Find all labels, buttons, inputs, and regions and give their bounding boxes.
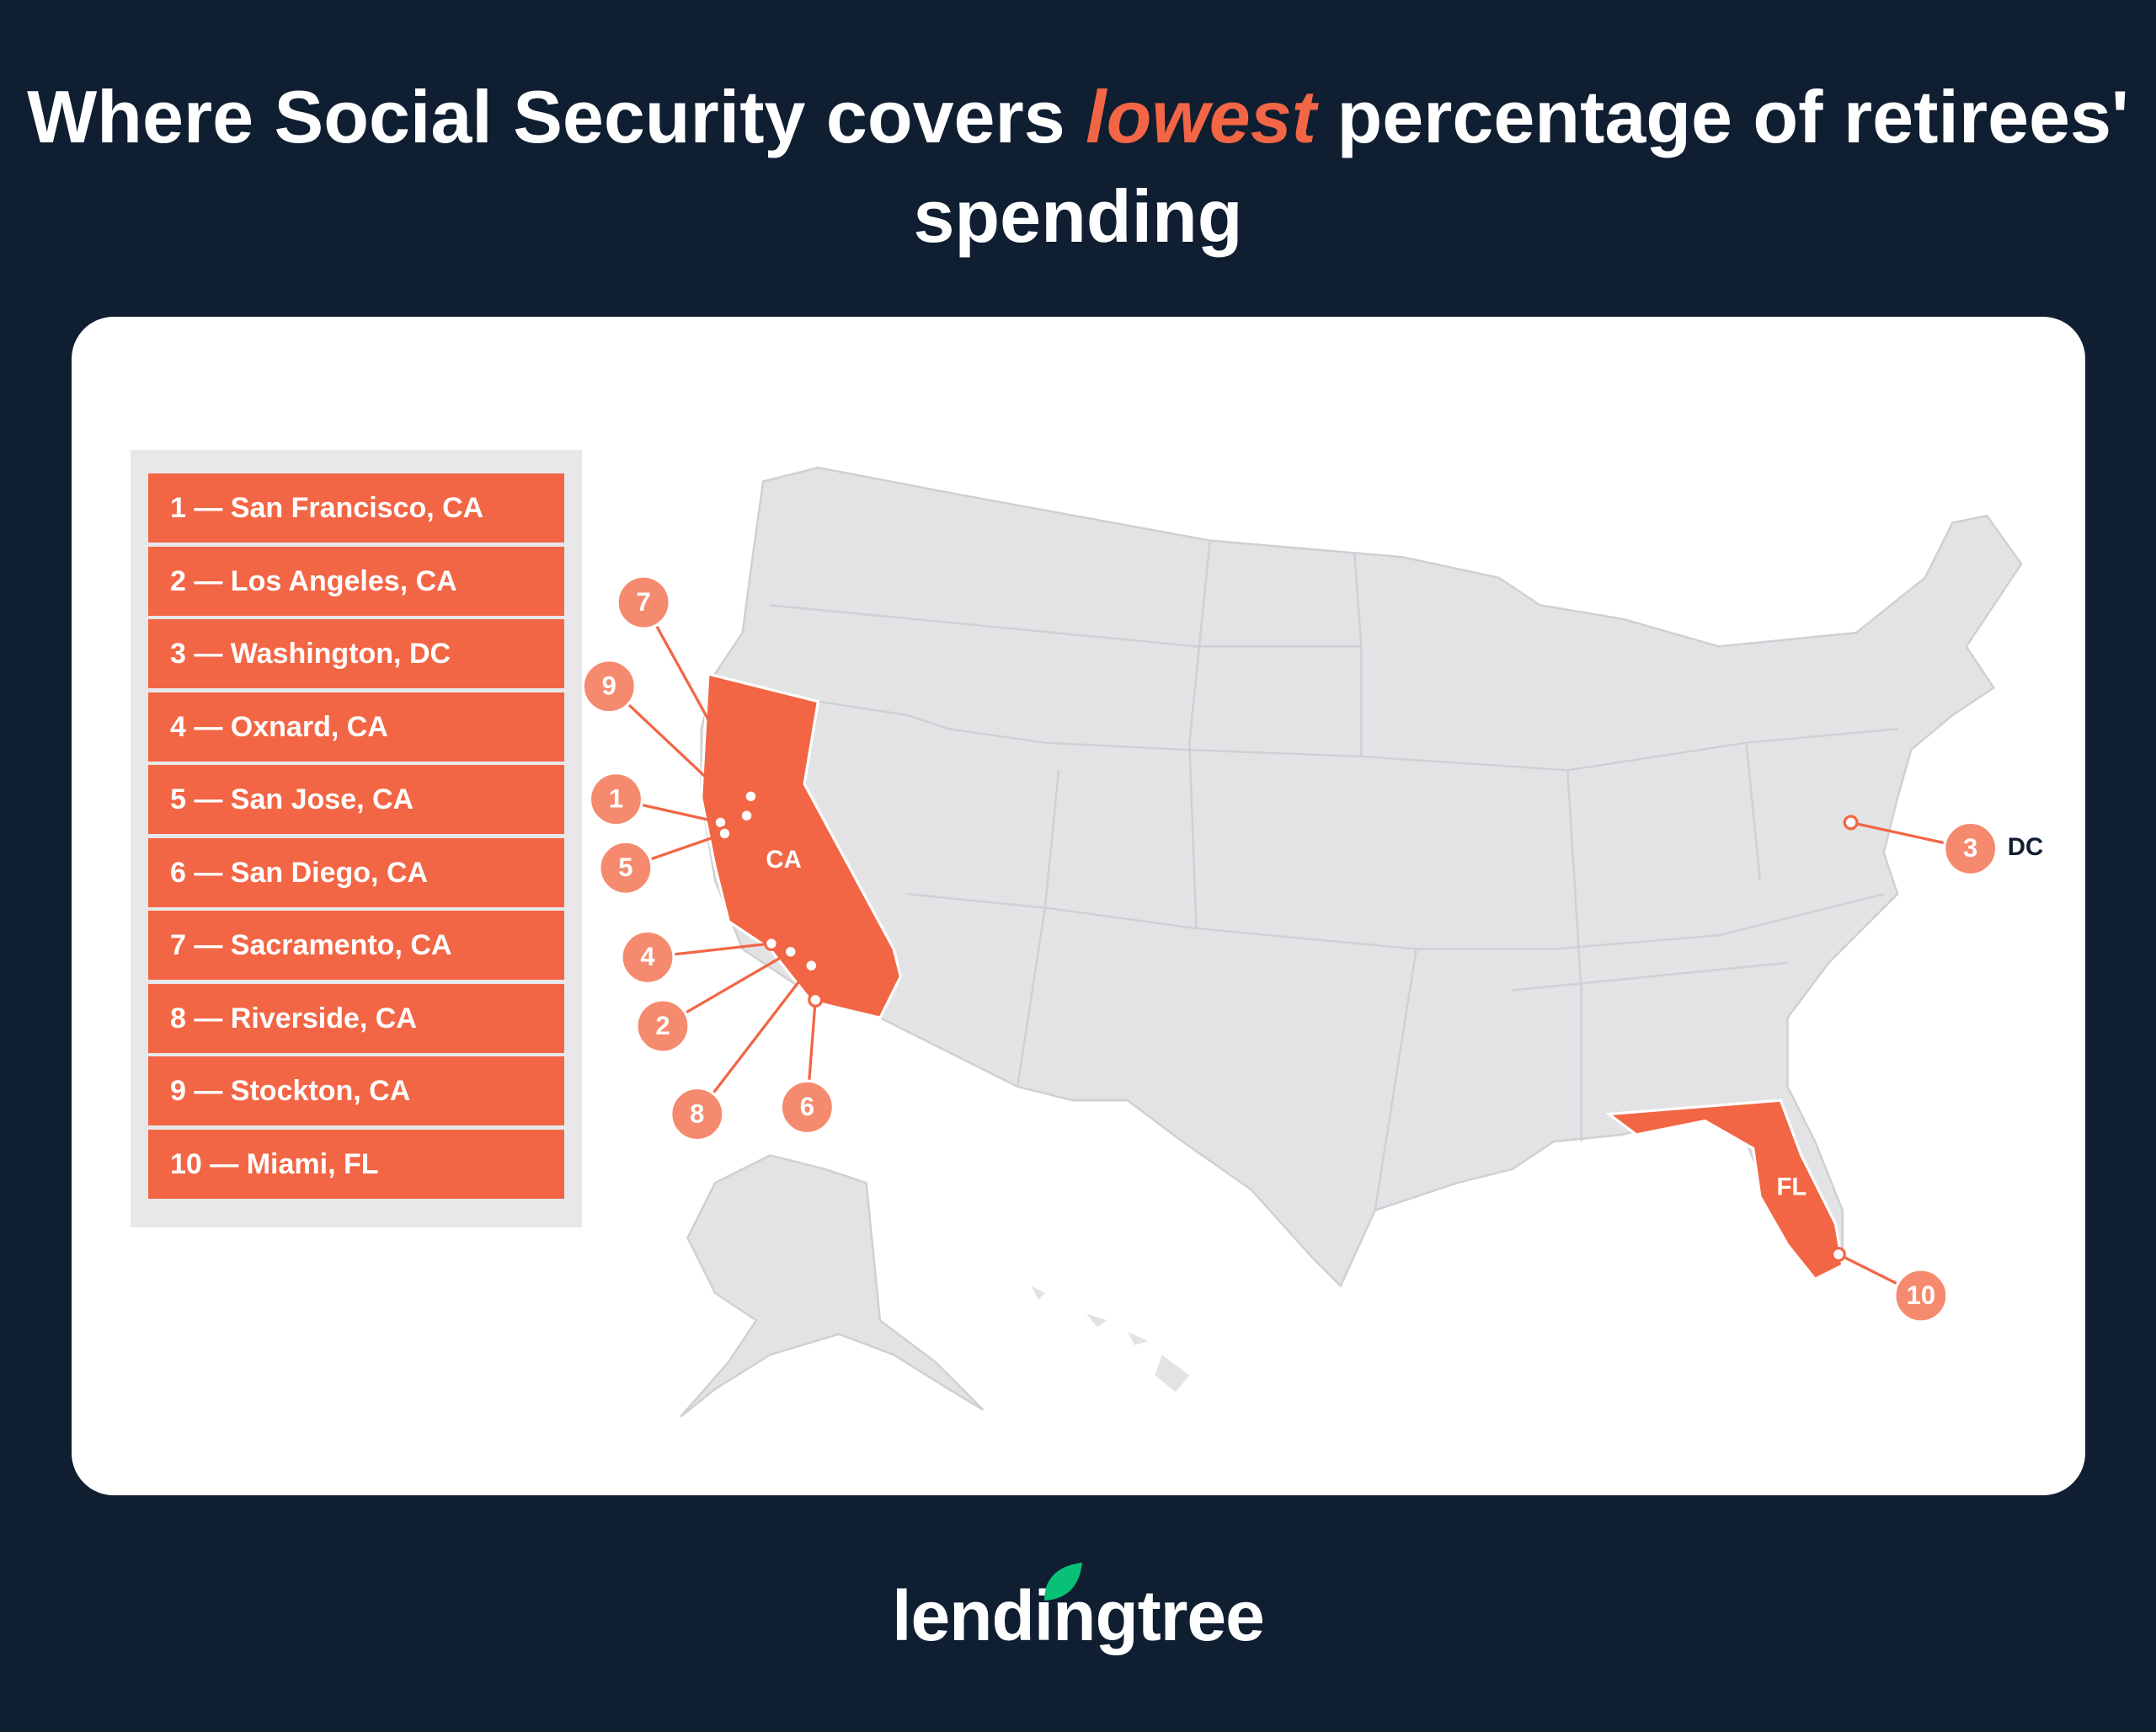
ranking-item: 2 — Los Angeles, CA <box>148 546 564 616</box>
marker-dot <box>782 944 798 960</box>
state-label: FL <box>1776 1173 1806 1200</box>
title-highlight: lowest <box>1086 75 1316 158</box>
california <box>700 671 903 1020</box>
marker-badge <box>616 575 671 630</box>
marker-dot <box>743 788 759 805</box>
marker-dot <box>1830 1247 1846 1263</box>
marker-badge <box>670 1086 725 1142</box>
hawaii <box>1031 1286 1190 1393</box>
marker-label: 4 <box>640 942 655 971</box>
marker-badge <box>779 1079 835 1135</box>
ranking-item: 10 — Miami, FL <box>148 1129 564 1199</box>
us-lower-48 <box>700 466 2023 1288</box>
marker-badge <box>635 998 691 1054</box>
marker-label: 5 <box>618 853 632 882</box>
marker-label: 7 <box>636 587 650 617</box>
title-start: Where Social Security covers <box>27 75 1065 158</box>
ranking-item: 1 — San Francisco, CA <box>148 473 564 543</box>
ranking-list: 1 — San Francisco, CA 2 — Los Angeles, CA… <box>131 450 582 1227</box>
marker-label: 3 <box>1963 833 1977 863</box>
marker-leader <box>696 965 813 1115</box>
marker-dot <box>717 826 733 842</box>
state-borders <box>770 540 1898 1211</box>
marker-leader <box>642 601 752 798</box>
marker-label: 10 <box>1907 1280 1936 1310</box>
marker-dot <box>739 808 755 824</box>
marker-label: 2 <box>655 1011 670 1040</box>
marker-badge <box>588 771 644 827</box>
map-group: CA FL DC 1 2 3 4 5 6 7 8 9 10 <box>581 466 2043 1418</box>
marker-badge <box>581 659 637 714</box>
ranking-item: 5 — San Jose, CA <box>148 765 564 834</box>
marker-dot <box>808 992 824 1008</box>
ranking-item: 9 — Stockton, CA <box>148 1056 564 1125</box>
title: Where Social Security covers lowest perc… <box>0 67 2156 266</box>
state-label: DC <box>2008 833 2043 861</box>
logo: lendingtree <box>0 1563 2156 1657</box>
ranking-item: 4 — Oxnard, CA <box>148 692 564 762</box>
ranking-item: 7 — Sacramento, CA <box>148 911 564 980</box>
marker-label: 1 <box>609 783 623 813</box>
marker-badge <box>1943 821 1999 877</box>
logo-leaf <box>1044 1563 1082 1601</box>
alaska <box>680 1154 985 1418</box>
marker-dot <box>763 936 779 952</box>
logo-text: lendingtree <box>892 1576 1265 1655</box>
florida <box>1604 1099 1844 1281</box>
marker-label: 6 <box>800 1092 814 1121</box>
marker-label: 9 <box>602 671 616 701</box>
marker-dot <box>803 958 819 974</box>
marker-badge <box>1893 1268 1949 1323</box>
ranking-item: 8 — Riverside, CA <box>148 983 564 1053</box>
marker-badge <box>620 929 675 986</box>
marker-dot <box>1843 815 1859 831</box>
marker-badge <box>598 840 654 895</box>
ranking-item: 3 — Washington, DC <box>148 619 564 688</box>
title-end: percentage of retirees' spending <box>913 75 2129 258</box>
marker-label: 8 <box>690 1099 704 1128</box>
state-label: CA <box>766 846 801 874</box>
ranking-item: 6 — San Diego, CA <box>148 837 564 907</box>
marker-leader <box>608 685 748 817</box>
